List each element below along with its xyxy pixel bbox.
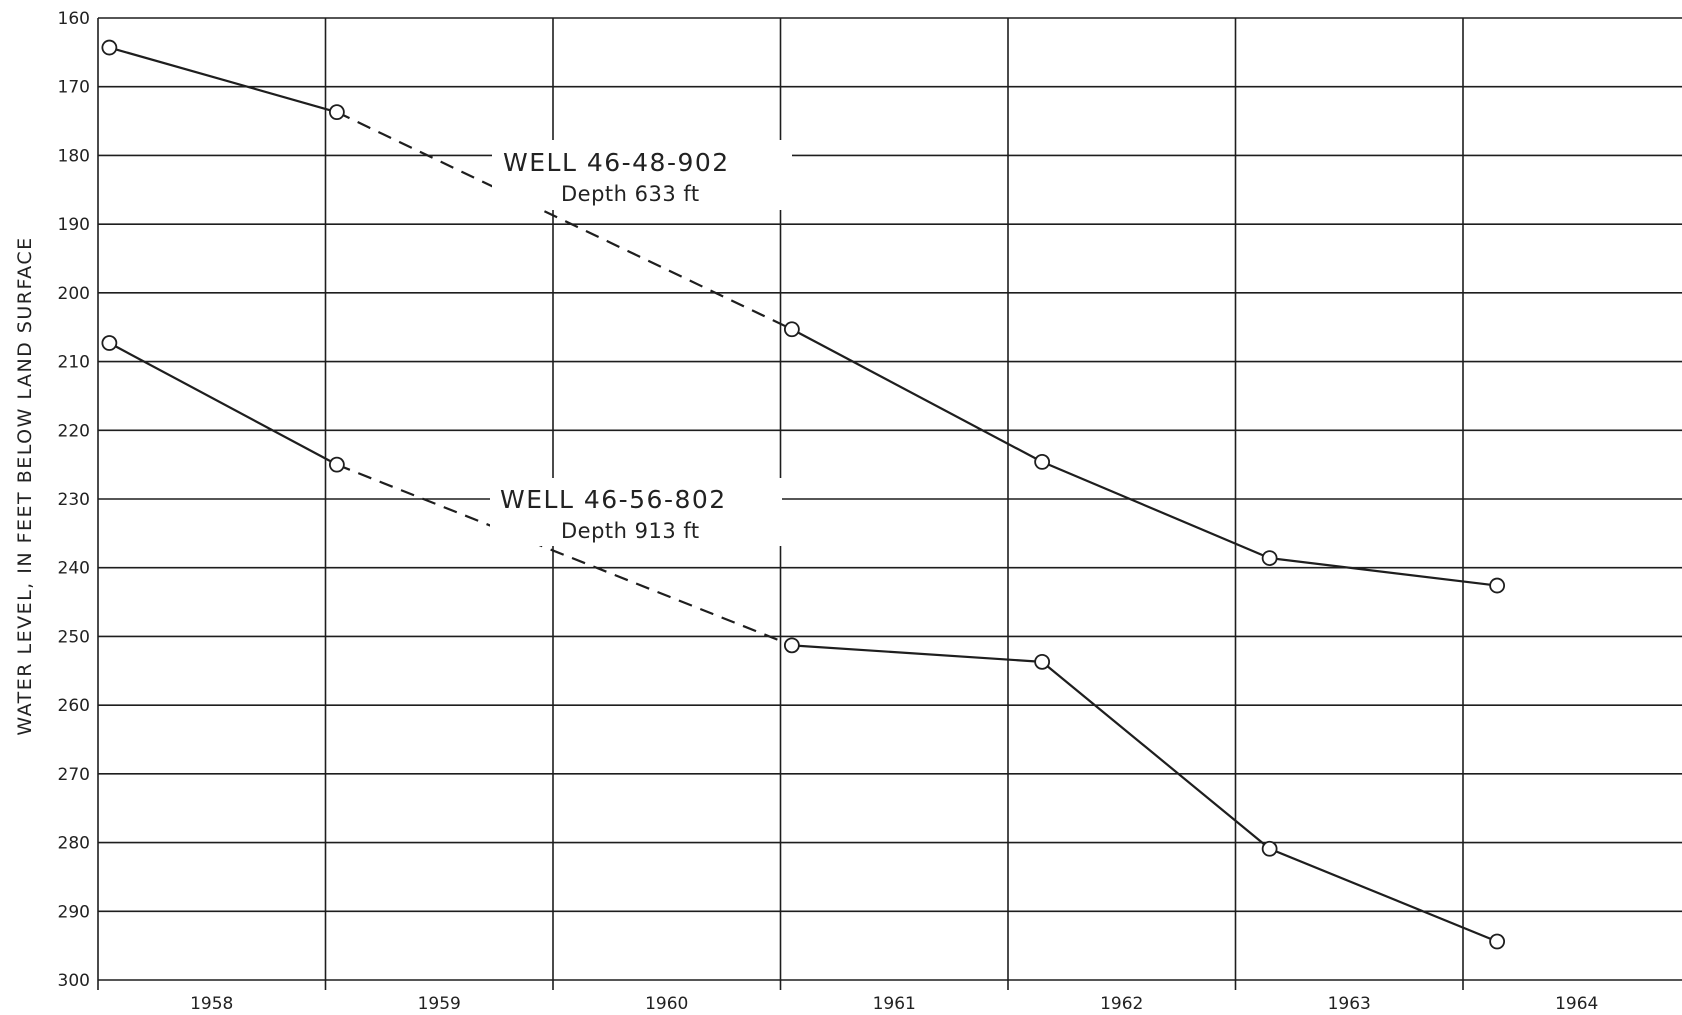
y-tick-label: 210 — [58, 353, 90, 373]
x-tick-label: 1963 — [1328, 994, 1371, 1014]
annotation-well-46-56-802-depth: Depth 913 ft — [561, 519, 700, 543]
series-0-segment — [336, 111, 793, 331]
annotation-well-46-48-902-title: WELL 46-48-902 — [503, 148, 730, 177]
y-tick-label: 300 — [58, 971, 90, 991]
series-1-segment — [1041, 661, 1271, 850]
series-0-segment — [791, 328, 1043, 463]
series-0-segment — [1041, 460, 1271, 560]
series-1-segment — [1269, 847, 1498, 943]
y-tick-label: 290 — [58, 902, 90, 922]
x-tick-label: 1962 — [1100, 994, 1143, 1014]
series-1-segment — [108, 342, 338, 466]
series-points — [101, 39, 1506, 950]
annotation-well-46-56-802-bg — [490, 478, 782, 546]
series-0-segment — [1269, 557, 1498, 587]
series-0-segment — [109, 46, 338, 114]
annotation-well-46-48-902-depth: Depth 633 ft — [561, 182, 700, 206]
gridlines — [97, 17, 1682, 990]
series-1-segment — [791, 644, 1043, 663]
y-tick-label: 280 — [58, 834, 90, 854]
series-0-point — [1261, 550, 1278, 566]
y-tick-label: 230 — [58, 490, 90, 510]
annotation-well-46-56-802-title: WELL 46-56-802 — [500, 485, 727, 514]
y-axis-label: WATER LEVEL, IN FEET BELOW LAND SURFACE — [14, 236, 36, 735]
series-1-point — [1489, 933, 1506, 950]
series-1-point — [1261, 840, 1278, 857]
series-1-point — [783, 637, 800, 654]
x-tick-labels: 1958 1959 1960 1961 1962 1963 1964 — [190, 994, 1598, 1014]
series-0-point — [328, 104, 345, 121]
y-tick-label: 220 — [58, 421, 90, 441]
y-tick-label: 270 — [58, 765, 90, 785]
y-tick-label: 170 — [58, 78, 90, 98]
series-0-point — [783, 321, 800, 338]
series-1-point — [328, 456, 345, 473]
y-tick-label: 160 — [58, 9, 90, 29]
y-tick-label: 200 — [58, 284, 90, 304]
series-1-point — [101, 335, 118, 351]
y-tick-label: 250 — [58, 627, 90, 647]
x-tick-label: 1958 — [190, 994, 233, 1014]
series-lines — [108, 46, 1498, 943]
y-tick-label: 190 — [58, 215, 90, 235]
series-0-point — [1489, 577, 1506, 594]
series-1-segment — [336, 463, 793, 647]
series-1-point — [1034, 653, 1051, 670]
x-tick-label: 1959 — [418, 994, 461, 1014]
annotation-well-46-56-802: WELL 46-56-802 Depth 913 ft — [490, 478, 782, 546]
series-0-point — [1034, 453, 1051, 470]
y-tick-label: 180 — [58, 146, 90, 166]
y-tick-label: 240 — [58, 559, 90, 579]
annotation-well-46-48-902-bg — [492, 140, 792, 210]
x-tick-label: 1960 — [645, 994, 688, 1014]
series-0-point — [101, 39, 118, 56]
annotation-well-46-48-902: WELL 46-48-902 Depth 633 ft — [492, 140, 792, 210]
x-tick-label: 1961 — [873, 994, 916, 1014]
y-tick-labels: 160 170 180 190 200 210 220 230 240 250 260 270 280 2… — [58, 9, 90, 991]
y-tick-label: 260 — [58, 696, 90, 716]
x-tick-label: 1964 — [1555, 994, 1598, 1014]
